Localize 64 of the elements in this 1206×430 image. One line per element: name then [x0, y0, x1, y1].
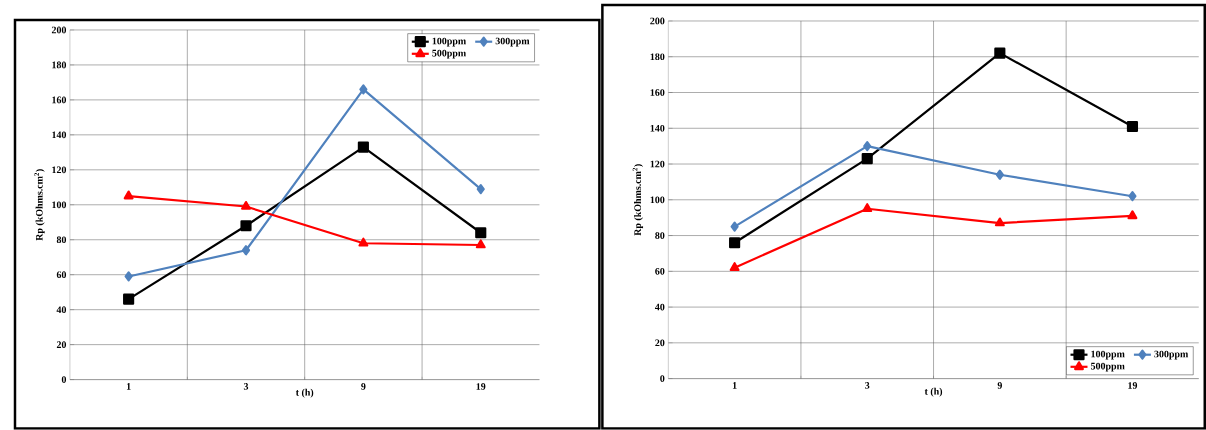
- x-tick-label: 1: [732, 382, 737, 389]
- legend-label: 100ppm: [1091, 350, 1125, 360]
- y-tick-label: 60: [655, 268, 665, 275]
- x-tick-label: 19: [476, 383, 486, 390]
- point: [241, 245, 251, 256]
- point: [123, 190, 134, 200]
- y-tick-label: 0: [61, 376, 67, 384]
- y-axis-title: Rp (kOhms.cm$^{2}$): [34, 169, 45, 241]
- y-tick-label: 200: [650, 17, 665, 25]
- y-tick-label: 0: [660, 375, 665, 383]
- point: [475, 239, 486, 249]
- y-axis-title: Rp (kOhms.cm$^{2}$): [632, 164, 644, 236]
- point: [240, 220, 252, 232]
- y-tick-label: 160: [52, 96, 67, 104]
- point: [359, 84, 368, 95]
- y-tick-label: 140: [52, 131, 67, 139]
- legend-label: 500ppm: [432, 49, 466, 59]
- y-tick-label: 20: [56, 341, 67, 349]
- point: [1127, 210, 1138, 220]
- y-tick-label: 120: [650, 160, 665, 168]
- y-tick-label: 180: [650, 53, 665, 61]
- y-tick-label: 140: [650, 125, 665, 132]
- y-tick-label: 160: [650, 89, 665, 96]
- point: [475, 227, 487, 239]
- x-axis-title: t (h): [295, 388, 314, 398]
- point: [476, 184, 485, 195]
- point: [1128, 191, 1137, 202]
- y-tick-label: 200: [51, 26, 67, 34]
- point: [124, 271, 133, 282]
- legend-label: 500ppm: [1090, 362, 1125, 372]
- y-tick-label: 20: [655, 339, 665, 347]
- point: [357, 141, 369, 153]
- point: [241, 201, 251, 210]
- point: [861, 153, 873, 165]
- y-tick-label: 40: [56, 306, 67, 314]
- y-tick-label: 80: [56, 236, 67, 244]
- y-tick-label: 100: [52, 201, 67, 209]
- y-tick-label: 40: [654, 303, 665, 311]
- point: [730, 221, 739, 232]
- x-axis-title: t (h): [924, 387, 943, 397]
- point: [994, 217, 1005, 227]
- x-tick-label: 3: [865, 382, 870, 389]
- y-tick-label: 100: [650, 196, 665, 204]
- y-tick-label: 120: [52, 166, 67, 174]
- point: [862, 203, 873, 213]
- legend-label: 300ppm: [495, 37, 530, 47]
- x-tick-label: 9: [997, 382, 1002, 389]
- x-tick-label: 19: [1128, 382, 1138, 389]
- y-tick-label: 80: [655, 232, 665, 239]
- legend-label: 100ppm: [432, 37, 466, 47]
- point: [729, 237, 741, 249]
- x-tick-label: 1: [126, 383, 131, 390]
- point: [729, 262, 740, 272]
- x-tick-label: 9: [361, 383, 366, 390]
- legend-label: 300ppm: [1154, 350, 1189, 360]
- point: [994, 47, 1006, 59]
- point: [995, 169, 1004, 180]
- point: [123, 293, 135, 305]
- y-tick-label: 180: [52, 61, 67, 69]
- x-tick-label: 3: [243, 383, 249, 390]
- point: [358, 237, 369, 247]
- point: [863, 141, 872, 152]
- y-tick-label: 60: [56, 271, 67, 279]
- point: [1126, 120, 1139, 133]
